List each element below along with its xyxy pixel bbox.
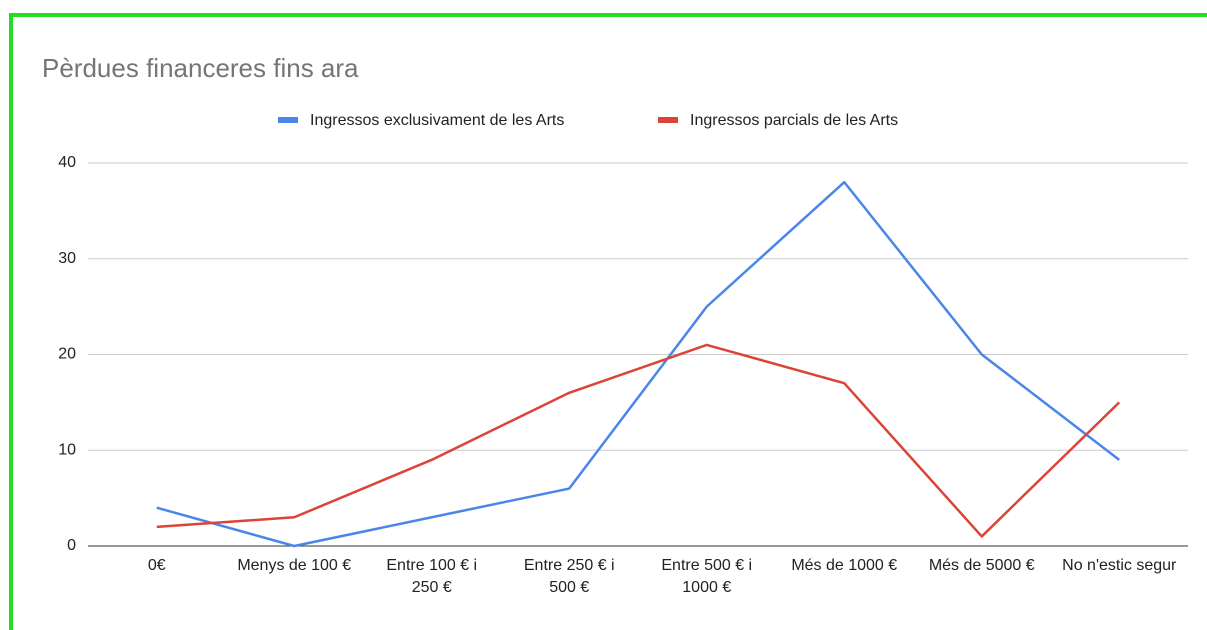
frame — [9, 13, 1207, 630]
legend-swatch — [658, 117, 678, 123]
y-tick-label: 20 — [58, 346, 76, 363]
x-tick-label: Entre 100 € i 250 € — [386, 557, 478, 596]
x-tick-label: Menys de 100 € — [237, 557, 352, 574]
x-tick-label: Entre 250 € i 500 € — [523, 557, 615, 596]
series-line — [156, 343, 1121, 538]
legend-label: Ingressos parcials de les Arts — [690, 112, 898, 129]
y-tick-label: 40 — [58, 154, 76, 171]
chart-title: Pèrdues financeres fins ara — [42, 53, 359, 83]
x-tick-label: Més de 5000 € — [928, 557, 1035, 574]
y-tick-label: 30 — [58, 250, 76, 267]
y-tick-label: 10 — [58, 441, 76, 458]
y-tick-label: 0 — [67, 537, 76, 554]
x-tick-label: Més de 1000 € — [791, 557, 898, 574]
series-line — [156, 180, 1121, 548]
legend-swatch — [278, 117, 298, 123]
x-tick-label: Entre 500 € i 1000 € — [661, 557, 753, 596]
x-tick-label: 0€ — [147, 557, 166, 574]
x-tick-label: No n'estic segur — [1062, 557, 1177, 574]
legend-label: Ingressos exclusivament de les Arts — [310, 112, 564, 129]
